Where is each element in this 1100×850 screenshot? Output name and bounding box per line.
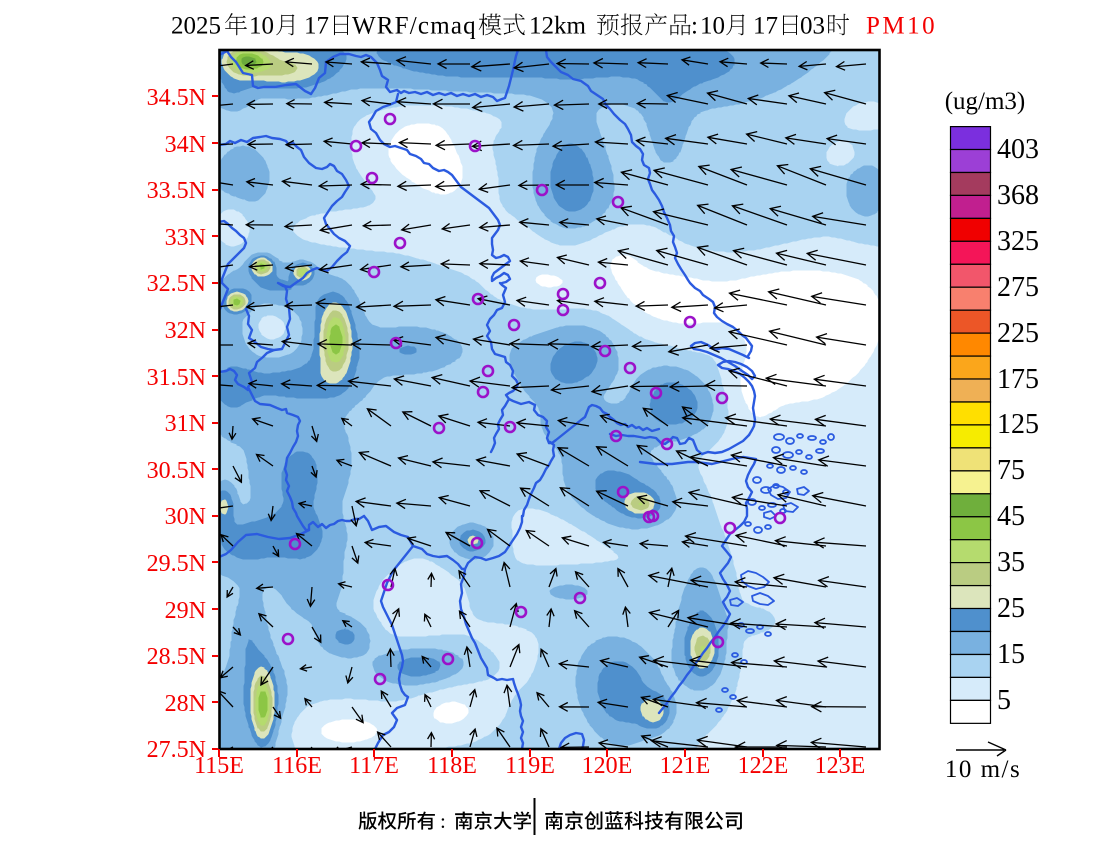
svg-text:10 m/s: 10 m/s — [945, 756, 1021, 783]
svg-text:33.5N: 33.5N — [147, 178, 206, 204]
svg-text:WRF/cmaq: WRF/cmaq — [352, 13, 477, 40]
svg-text:15: 15 — [997, 639, 1025, 670]
svg-text:30.5N: 30.5N — [147, 458, 206, 484]
svg-text:403: 403 — [997, 134, 1039, 165]
svg-text:75: 75 — [997, 455, 1025, 486]
svg-text:12km: 12km — [529, 13, 587, 40]
svg-text:10: 10 — [249, 13, 274, 40]
svg-text:31N: 31N — [165, 411, 206, 437]
svg-text:29N: 29N — [165, 598, 206, 624]
svg-text:33N: 33N — [165, 225, 206, 251]
svg-text:225: 225 — [997, 318, 1039, 349]
svg-text:117E: 117E — [349, 753, 399, 779]
svg-text:122E: 122E — [738, 753, 789, 779]
svg-text::: : — [691, 13, 698, 40]
svg-text:35: 35 — [997, 547, 1025, 578]
svg-text:28.5N: 28.5N — [147, 644, 206, 670]
svg-text:17: 17 — [753, 13, 778, 40]
svg-text:27.5N: 27.5N — [147, 737, 206, 763]
svg-text::: : — [440, 809, 446, 833]
svg-text:368: 368 — [997, 180, 1039, 211]
svg-text:03: 03 — [800, 13, 825, 40]
svg-text:25: 25 — [997, 593, 1025, 624]
svg-text:(ug/m3): (ug/m3) — [945, 88, 1026, 115]
svg-text:45: 45 — [997, 501, 1025, 532]
svg-text:5: 5 — [997, 685, 1011, 716]
svg-text:PM10: PM10 — [866, 13, 937, 40]
svg-text:125: 125 — [997, 409, 1039, 440]
svg-text:121E: 121E — [660, 753, 711, 779]
svg-text:34N: 34N — [165, 132, 206, 158]
svg-text:119E: 119E — [505, 753, 555, 779]
svg-text:325: 325 — [997, 226, 1039, 257]
svg-text:116E: 116E — [272, 753, 322, 779]
svg-text:118E: 118E — [427, 753, 477, 779]
svg-text:17: 17 — [304, 13, 329, 40]
svg-text:32.5N: 32.5N — [147, 271, 206, 297]
svg-text:123E: 123E — [815, 753, 866, 779]
svg-text:2025: 2025 — [171, 13, 221, 40]
svg-text:32N: 32N — [165, 318, 206, 344]
svg-text:28N: 28N — [165, 691, 206, 717]
svg-text:30N: 30N — [165, 504, 206, 530]
svg-text:115E: 115E — [194, 753, 244, 779]
svg-text:31.5N: 31.5N — [147, 365, 206, 391]
svg-text:29.5N: 29.5N — [147, 551, 206, 577]
svg-text:120E: 120E — [582, 753, 633, 779]
svg-text:175: 175 — [997, 364, 1039, 395]
svg-text:275: 275 — [997, 272, 1039, 303]
svg-text:10: 10 — [700, 13, 725, 40]
svg-text:34.5N: 34.5N — [147, 85, 206, 111]
